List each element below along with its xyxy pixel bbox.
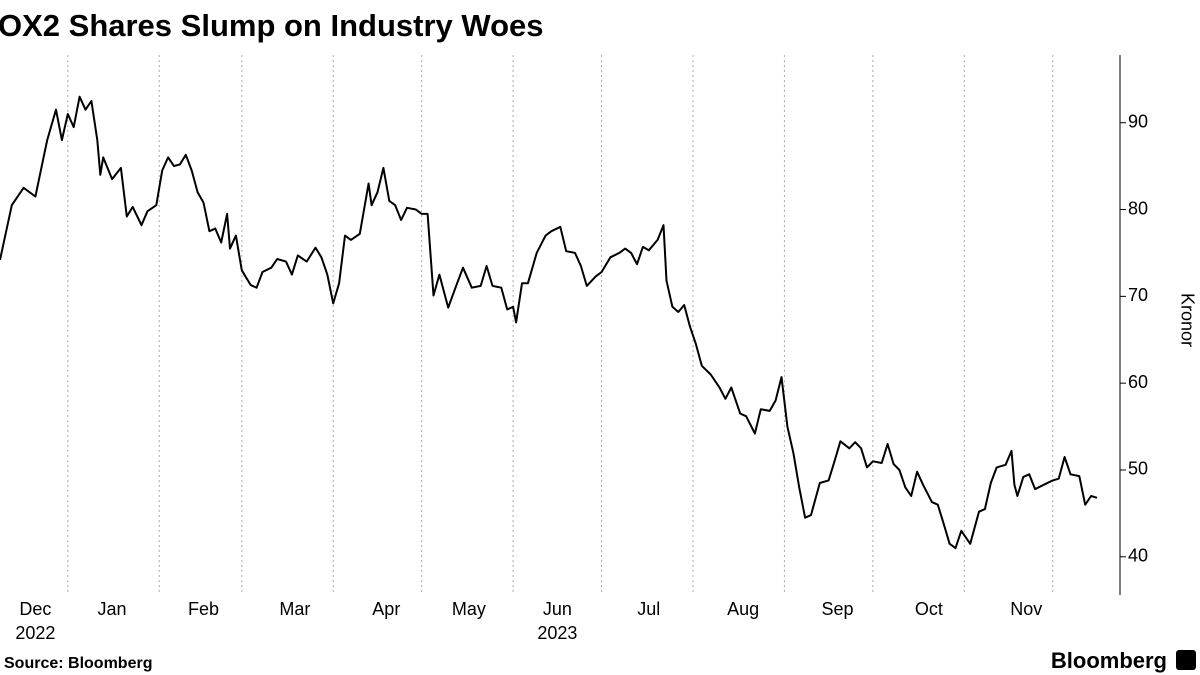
x-tick-label: Nov xyxy=(1010,599,1042,619)
x-tick-label: Dec xyxy=(19,599,51,619)
x-tick-label: Aug xyxy=(727,599,759,619)
y-tick-label: 60 xyxy=(1128,372,1148,392)
x-tick-label: May xyxy=(452,599,486,619)
x-tick-label: Jan xyxy=(98,599,127,619)
x-tick-label: Feb xyxy=(188,599,219,619)
brand: Bloomberg xyxy=(1051,648,1167,673)
price-line xyxy=(0,95,1098,550)
x-tick-label: Apr xyxy=(372,599,400,619)
x-tick-label: Mar xyxy=(279,599,310,619)
x-tick-label: Jun xyxy=(543,599,572,619)
x-tick-sublabel: 2022 xyxy=(15,623,55,643)
y-tick-label: 70 xyxy=(1128,285,1148,305)
x-tick-sublabel: 2023 xyxy=(537,623,577,643)
y-tick-label: 90 xyxy=(1128,111,1148,131)
x-tick-label: Jul xyxy=(637,599,660,619)
y-tick-label: 40 xyxy=(1128,546,1148,566)
chart-title: OX2 Shares Slump on Industry Woes xyxy=(0,8,544,43)
y-tick-label: 50 xyxy=(1128,459,1148,479)
y-tick-label: 80 xyxy=(1128,198,1148,218)
x-tick-label: Oct xyxy=(915,599,943,619)
y-axis-label: Kronor xyxy=(1177,293,1197,347)
source: Source: Bloomberg xyxy=(4,655,152,672)
x-tick-label: Sep xyxy=(821,599,853,619)
brand-icon xyxy=(1176,650,1196,670)
